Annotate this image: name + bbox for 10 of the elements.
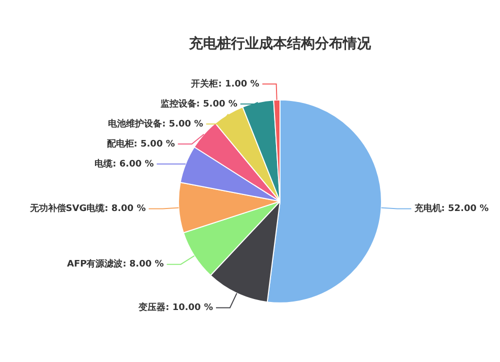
slice-label: 电池维护设备: 5.00 %	[108, 118, 204, 130]
slice-label: 开关柜: 1.00 %	[190, 78, 260, 90]
slice-label: 配电柜: 5.00 %	[106, 138, 175, 150]
slice-label: 监控设备: 5.00 %	[160, 98, 238, 110]
slice-label: 充电机: 52.00 %	[413, 203, 489, 214]
slice-label: 无功补偿SVG电缆: 8.00 %	[28, 203, 146, 214]
slice-label: 变压器: 10.00 %	[138, 302, 213, 314]
slice-label: 电缆: 6.00 %	[94, 158, 154, 170]
chart-title: 充电桩行业成本结构分布情况	[188, 35, 372, 52]
slice-label: AFP有源滤波: 8.00 %	[66, 258, 164, 270]
